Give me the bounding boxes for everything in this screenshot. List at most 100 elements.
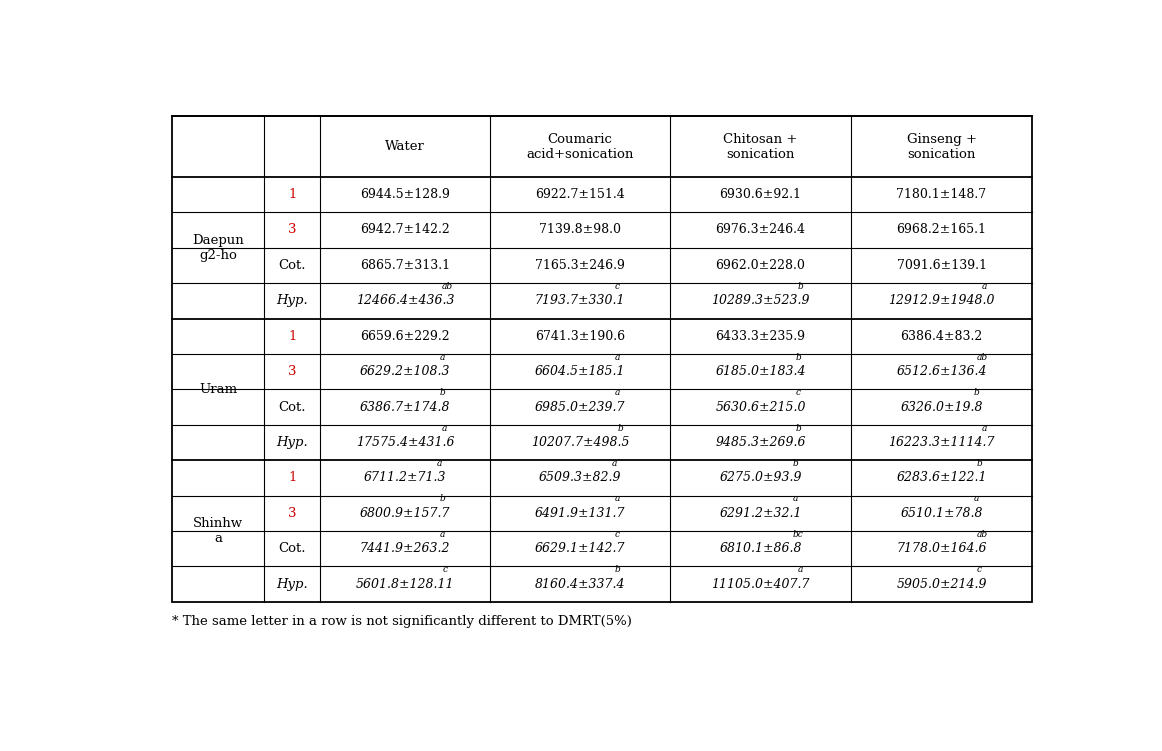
Text: b: b [439, 494, 445, 503]
Text: 16223.3±1114.7: 16223.3±1114.7 [888, 436, 995, 449]
Text: 6283.6±122.1: 6283.6±122.1 [896, 472, 987, 484]
Text: a: a [615, 353, 621, 362]
Text: Chitosan +
sonication: Chitosan + sonication [723, 132, 797, 161]
Text: c: c [443, 566, 447, 575]
Text: 12912.9±1948.0: 12912.9±1948.0 [888, 294, 995, 307]
Text: bc: bc [792, 530, 803, 539]
Text: 3: 3 [288, 224, 296, 237]
Text: Hyp.: Hyp. [277, 436, 308, 449]
Text: 6291.2±32.1: 6291.2±32.1 [719, 507, 802, 520]
Text: * The same letter in a row is not significantly different to DMRT(5%): * The same letter in a row is not signif… [172, 614, 632, 628]
Text: 7180.1±148.7: 7180.1±148.7 [897, 188, 987, 201]
Text: 6944.5±128.9: 6944.5±128.9 [360, 188, 450, 201]
Text: 7178.0±164.6: 7178.0±164.6 [896, 542, 987, 555]
Text: 6629.2±108.3: 6629.2±108.3 [360, 365, 450, 379]
Text: a: a [982, 424, 987, 433]
Text: 6510.1±78.8: 6510.1±78.8 [901, 507, 983, 520]
Text: 6741.3±190.6: 6741.3±190.6 [535, 330, 625, 342]
Text: 12466.4±436.3: 12466.4±436.3 [356, 294, 454, 307]
Text: 6865.7±313.1: 6865.7±313.1 [360, 259, 450, 272]
Text: Hyp.: Hyp. [277, 578, 308, 591]
Text: 11105.0±407.7: 11105.0±407.7 [711, 578, 810, 591]
Text: 6326.0±19.8: 6326.0±19.8 [901, 400, 983, 414]
Text: 6962.0±228.0: 6962.0±228.0 [716, 259, 805, 272]
Text: 6800.9±157.7: 6800.9±157.7 [360, 507, 450, 520]
Text: a: a [792, 494, 798, 503]
Text: Water: Water [385, 140, 425, 153]
Text: 6810.1±86.8: 6810.1±86.8 [719, 542, 802, 555]
Text: 7091.6±139.1: 7091.6±139.1 [897, 259, 987, 272]
Text: c: c [615, 282, 619, 291]
Text: b: b [792, 459, 798, 468]
Text: 6604.5±185.1: 6604.5±185.1 [535, 365, 625, 379]
Text: Coumaric
acid+sonication: Coumaric acid+sonication [526, 132, 633, 161]
Text: a: a [443, 424, 447, 433]
Text: 6659.6±229.2: 6659.6±229.2 [360, 330, 450, 342]
Text: a: a [612, 459, 617, 468]
Text: 6185.0±183.4: 6185.0±183.4 [716, 365, 805, 379]
Text: b: b [795, 353, 801, 362]
Text: a: a [615, 494, 621, 503]
Text: 6922.7±151.4: 6922.7±151.4 [535, 188, 625, 201]
Text: ab: ab [976, 353, 988, 362]
Text: 5630.6±215.0: 5630.6±215.0 [716, 400, 805, 414]
Text: 6275.0±93.9: 6275.0±93.9 [719, 472, 802, 484]
Text: b: b [615, 566, 621, 575]
Text: Uram: Uram [199, 383, 237, 396]
Text: 6985.0±239.7: 6985.0±239.7 [535, 400, 625, 414]
Text: 17575.4±431.6: 17575.4±431.6 [356, 436, 454, 449]
Text: c: c [976, 566, 982, 575]
Text: 6968.2±165.1: 6968.2±165.1 [897, 224, 987, 237]
Text: Hyp.: Hyp. [277, 294, 308, 307]
Text: a: a [974, 494, 980, 503]
Text: 10289.3±523.9: 10289.3±523.9 [711, 294, 810, 307]
Text: 7441.9±263.2: 7441.9±263.2 [360, 542, 450, 555]
Text: a: a [437, 459, 443, 468]
Text: b: b [976, 459, 982, 468]
Text: 6976.3±246.4: 6976.3±246.4 [716, 224, 805, 237]
Text: 6942.7±142.2: 6942.7±142.2 [360, 224, 450, 237]
Text: c: c [615, 530, 619, 539]
Text: b: b [798, 282, 804, 291]
Text: 1: 1 [288, 330, 296, 342]
Text: a: a [982, 282, 987, 291]
Text: ab: ab [976, 530, 988, 539]
Text: 6433.3±235.9: 6433.3±235.9 [716, 330, 805, 342]
Text: b: b [974, 388, 980, 397]
Text: Ginseng +
sonication: Ginseng + sonication [906, 132, 976, 161]
Text: b: b [439, 388, 445, 397]
Text: 10207.7±498.5: 10207.7±498.5 [531, 436, 629, 449]
Text: 3: 3 [288, 365, 296, 379]
Text: 7193.7±330.1: 7193.7±330.1 [535, 294, 625, 307]
Text: a: a [798, 566, 803, 575]
Text: c: c [795, 388, 801, 397]
Text: 7165.3±246.9: 7165.3±246.9 [535, 259, 625, 272]
Text: 3: 3 [288, 507, 296, 520]
Bar [172, 116, 1032, 602]
Text: a: a [615, 388, 621, 397]
Text: 9485.3±269.6: 9485.3±269.6 [716, 436, 805, 449]
Text: 7139.8±98.0: 7139.8±98.0 [539, 224, 621, 237]
Text: Cot.: Cot. [279, 542, 306, 555]
Text: 5601.8±128.11: 5601.8±128.11 [356, 578, 454, 591]
Text: a: a [439, 530, 445, 539]
Text: 6711.2±71.3: 6711.2±71.3 [364, 472, 446, 484]
Text: ab: ab [443, 282, 453, 291]
Text: 6629.1±142.7: 6629.1±142.7 [535, 542, 625, 555]
Text: Shinhw
a: Shinhw a [193, 517, 243, 545]
Text: Daepun
g2-ho: Daepun g2-ho [193, 234, 244, 261]
Text: 6386.7±174.8: 6386.7±174.8 [360, 400, 450, 414]
Text: 8160.4±337.4: 8160.4±337.4 [535, 578, 625, 591]
Text: a: a [439, 353, 445, 362]
Text: 6386.4±83.2: 6386.4±83.2 [901, 330, 983, 342]
Text: 6512.6±136.4: 6512.6±136.4 [896, 365, 987, 379]
Text: Cot.: Cot. [279, 259, 306, 272]
Text: b: b [795, 424, 801, 433]
Text: Cot.: Cot. [279, 400, 306, 414]
Text: 1: 1 [288, 472, 296, 484]
Text: b: b [617, 424, 623, 433]
Text: 1: 1 [288, 188, 296, 201]
Text: 6509.3±82.9: 6509.3±82.9 [539, 472, 622, 484]
Text: 6930.6±92.1: 6930.6±92.1 [719, 188, 802, 201]
Text: 6491.9±131.7: 6491.9±131.7 [535, 507, 625, 520]
